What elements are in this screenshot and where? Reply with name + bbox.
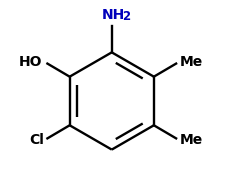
Text: NH: NH [102,7,125,22]
Text: Cl: Cl [29,133,44,147]
Text: 2: 2 [122,10,130,23]
Text: Me: Me [180,55,203,69]
Text: Me: Me [180,133,203,147]
Text: HO: HO [19,55,43,69]
